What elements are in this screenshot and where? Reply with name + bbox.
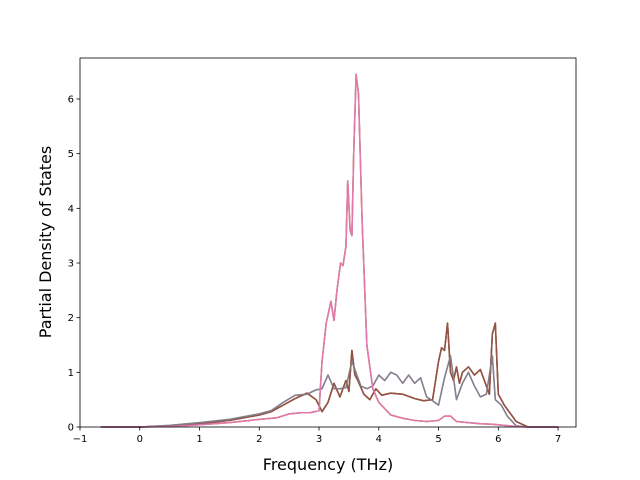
y-tick-label: 6 bbox=[68, 95, 74, 106]
y-tick-label: 5 bbox=[68, 149, 74, 160]
y-tick-label: 1 bbox=[68, 368, 74, 379]
plot-area bbox=[79, 57, 577, 428]
series-layer bbox=[100, 73, 559, 428]
series-line-6 bbox=[100, 322, 559, 428]
y-axis-ticks: 0 1 2 3 4 5 6 bbox=[68, 95, 80, 434]
x-axis-title: Frequency (THz) bbox=[263, 455, 393, 474]
x-tick-label: 7 bbox=[555, 434, 561, 445]
series-line-7 bbox=[100, 355, 559, 428]
x-tick-label: 0 bbox=[137, 434, 143, 445]
axes-frame bbox=[79, 57, 577, 428]
x-tick-label: 5 bbox=[435, 434, 441, 445]
x-tick-label: 3 bbox=[316, 434, 322, 445]
axes-background bbox=[80, 58, 576, 427]
y-tick-label: 3 bbox=[68, 259, 74, 270]
x-tick-label: 6 bbox=[495, 434, 501, 445]
series-line-8 bbox=[100, 73, 559, 428]
x-tick-label: 1 bbox=[196, 434, 202, 445]
y-tick-label: 4 bbox=[68, 204, 74, 215]
x-tick-label: 4 bbox=[376, 434, 382, 445]
y-tick-label: 0 bbox=[68, 423, 74, 434]
y-axis-title: Partial Density of States bbox=[36, 146, 55, 338]
x-axis-ticks: −1 0 1 2 3 4 5 6 7 bbox=[73, 427, 561, 445]
x-tick-label: 2 bbox=[256, 434, 262, 445]
x-tick-label: −1 bbox=[73, 434, 88, 445]
y-tick-label: 2 bbox=[68, 313, 74, 324]
